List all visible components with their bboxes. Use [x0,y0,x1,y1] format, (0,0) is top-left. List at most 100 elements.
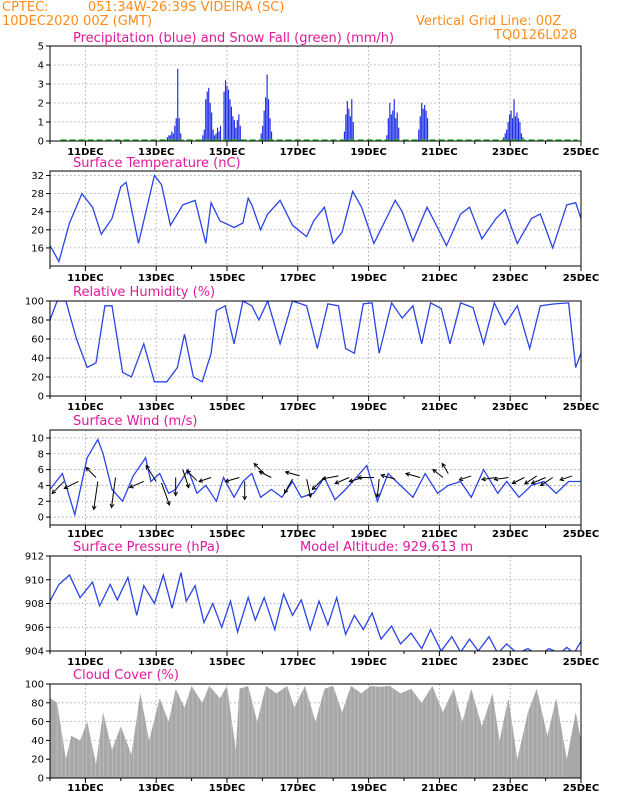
precip-bar [265,97,267,141]
wind-arrow-head [404,472,410,477]
x-tick-label: 13DEC [138,273,174,284]
panel-title: Surface Wind (m/s) [73,414,197,429]
x-tick-label: 23DEC [492,402,528,413]
panels: 0 1 2 3 4 5 11DEC 13DEC 15DEC 17DEC 19DEC 21DEC 23DE… [25,31,599,794]
x-tick-label: 11DEC [67,783,103,794]
precip-bar [395,118,397,141]
y-tick-label: 20 [31,373,44,384]
y-tick-label: 3 [38,80,44,91]
wind-arrow [311,477,325,490]
x-tick-label: 11DEC [67,657,103,668]
x-tick-label: 17DEC [280,273,316,284]
wind-arrow-head [311,485,317,491]
pres-line [50,572,581,651]
y-tick-label: 80 [31,316,44,327]
precip-bar [393,99,395,141]
panel-frame [49,429,582,526]
x-tick-label: 23DEC [492,657,528,668]
wind-arrow-head [356,475,362,480]
precip-bar [387,118,389,141]
precip-bar [514,116,517,141]
precip-bar [219,125,222,141]
panel-title: Precipitation (blue) and Snow Fall (gree… [73,31,394,46]
wind-arrow-head [375,493,380,499]
precip-bar [212,129,214,141]
precip-bar [202,135,204,141]
precip-bar [346,101,348,141]
y-tick-label: 904 [25,647,44,658]
y-tick-label: 32 [31,171,44,182]
x-tick-label: 23DEC [492,529,528,540]
y-tick-label: 1 [38,118,44,129]
wind-arrow [459,475,472,481]
precip-bar [343,131,345,141]
wind-arrow-head [242,495,248,501]
x-tick-label: 21DEC [421,273,457,284]
wind-arrow [285,471,300,477]
y-tick-label: 0 [38,137,44,148]
wind-arrow-head [284,470,290,476]
y-tick-label: 20 [31,755,44,766]
precip-bar [509,114,511,141]
panel-rh: 0 20 40 60 80 100 11DEC 13DEC 15DEC 17DEC 19DEC 21D… [25,285,599,413]
y-tick-label: 4 [38,61,44,72]
precip-bar [520,133,522,141]
wind-arrow-head [173,491,179,497]
precip-bar [169,135,171,141]
x-tick-label: 13DEC [138,402,174,413]
x-tick-label: 17DEC [280,402,316,413]
wind-arrow [129,480,145,488]
wind-arrow-head [493,476,499,482]
y-tick-label: 100 [25,297,44,308]
x-tick-label: 11DEC [67,147,103,158]
cloud-area [50,685,581,778]
y-tick-label: 60 [31,335,44,346]
wind-arrow [198,477,212,482]
x-tick-label: 15DEC [209,529,245,540]
precip-bar [422,108,424,141]
precip-bar [421,103,423,141]
wind-arrow-head [334,480,340,485]
precip-bar [425,110,427,141]
panel-frame [49,170,582,267]
wind-arrow [512,477,525,484]
precip-bar [236,120,238,141]
wind-arrow-head [85,466,90,472]
precip-bar [224,80,227,141]
precip-bar [507,122,509,141]
precip-bar [392,110,394,141]
x-tick-label: 21DEC [421,783,457,794]
precip-bar [223,91,225,141]
y-tick-label: 910 [25,575,44,586]
precip-bar [226,85,228,141]
y-tick-label: 80 [31,698,44,709]
x-tick-label: 15DEC [209,783,245,794]
wind-arrow [186,470,198,482]
wind-arrow-head [539,481,545,487]
y-tick-label: 100 [25,680,44,691]
wind-arrow [93,481,99,510]
wind-arrow [559,475,573,481]
y-tick-label: 10 [31,433,44,444]
header-source: CPTEC: [2,0,49,15]
x-tick-label: 19DEC [350,529,386,540]
precip-bar [503,137,505,141]
wind-arrow-head [185,483,190,489]
wind-arrow-head [91,505,97,511]
panel-title: Cloud Cover (%) [73,668,179,683]
y-tick-label: 16 [31,243,44,254]
precip-bar [396,112,398,141]
precip-bar [266,74,268,141]
wind-arrow-head [128,484,134,489]
precip-bar [517,118,520,141]
wind-arrow [405,473,421,478]
panel-frame [49,45,582,142]
precip-bar [510,110,512,141]
y-tick-label: 906 [25,623,44,634]
x-tick-label: 23DEC [492,273,528,284]
precip-bar [268,99,270,141]
wind-arrow-head [145,464,150,470]
y-tick-label: 0 [38,513,44,524]
wind-arrow [51,481,65,494]
panel-wind: 0 2 4 6 8 10 11DEC 13DEC 15DEC 17DEC 19DEC 21DEC 23D… [31,414,599,540]
